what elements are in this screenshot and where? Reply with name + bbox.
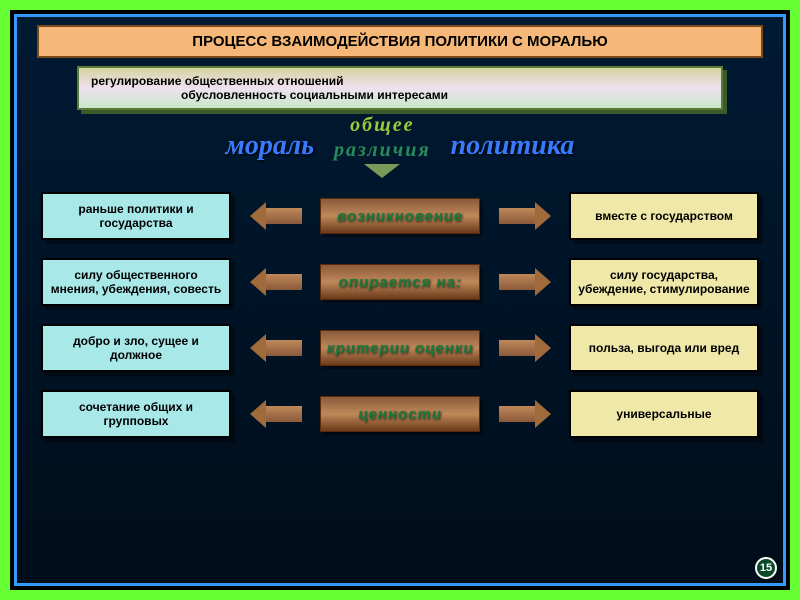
right-box: силу государства, убеждение, стимулирова… [569,258,759,306]
arrow-left-icon [250,268,302,296]
left-box: силу общественного мнения, убеждения, со… [41,258,231,306]
label-diff: различия [334,139,431,162]
center-labels: общее различия [334,114,431,178]
center-box: опирается на: [320,264,480,300]
info-line1: регулирование общественных отношений [91,74,709,88]
info-line2: обусловленность социальными интересами [91,88,709,102]
outer-frame: ПРОЦЕСС ВЗАИМОДЕЙСТВИЯ ПОЛИТИКИ С МОРАЛЬ… [0,0,800,600]
slide-number: 15 [755,557,777,579]
arrow-right-icon [499,400,551,428]
right-box: вместе с государством [569,192,759,240]
label-common: общее [350,114,414,137]
row-1: силу общественного мнения, убеждения, со… [41,258,759,306]
center-box: ценности [320,396,480,432]
arrow-left-icon [250,202,302,230]
row-3: сочетание общих и групповых ценности униве… [41,390,759,438]
center-box: возникновение [320,198,480,234]
comparison-rows: раньше политики и государства возникновен… [17,186,783,444]
arrow-left-icon [250,334,302,362]
arrow-right-icon [499,334,551,362]
arrow-right-icon [499,202,551,230]
header-row: мораль общее различия политика [57,114,743,178]
arrow-left-icon [250,400,302,428]
right-box: универсальные [569,390,759,438]
label-moral: мораль [226,130,314,162]
title-bar: ПРОЦЕСС ВЗАИМОДЕЙСТВИЯ ПОЛИТИКИ С МОРАЛЬ… [37,25,763,58]
left-box: добро и зло, сущее и должное [41,324,231,372]
center-box: критерии оценки [320,330,480,366]
info-box: регулирование общественных отношений обу… [77,66,723,110]
row-0: раньше политики и государства возникновен… [41,192,759,240]
row-2: добро и зло, сущее и должное критерии оце… [41,324,759,372]
arrow-right-icon [499,268,551,296]
right-box: польза, выгода или вред [569,324,759,372]
inner-frame: ПРОЦЕСС ВЗАИМОДЕЙСТВИЯ ПОЛИТИКИ С МОРАЛЬ… [14,14,786,586]
left-box: сочетание общих и групповых [41,390,231,438]
down-arrow-icon [364,164,400,178]
left-box: раньше политики и государства [41,192,231,240]
label-politics: политика [451,130,575,162]
